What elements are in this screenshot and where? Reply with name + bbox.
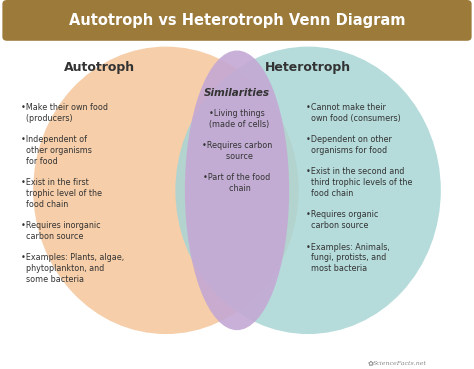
Text: •Living things
  (made of cells)

•Requires carbon
  source

•Part of the food
 : •Living things (made of cells) •Requires… [202,109,272,193]
Text: Autotroph vs Heterotroph Venn Diagram: Autotroph vs Heterotroph Venn Diagram [69,13,405,28]
Text: •Make their own food
  (producers)

•Independent of
  other organisms
  for food: •Make their own food (producers) •Indepe… [21,103,125,284]
FancyBboxPatch shape [2,0,472,41]
Text: Autotroph: Autotroph [64,62,135,75]
Ellipse shape [33,46,299,334]
Text: Similarities: Similarities [204,88,270,98]
Text: •Cannot make their
  own food (consumers)

•Dependent on other
  organisms for f: •Cannot make their own food (consumers) … [306,103,412,273]
Text: Heterotroph: Heterotroph [265,62,351,75]
Ellipse shape [185,51,289,330]
Text: ScienceFacts.net: ScienceFacts.net [373,361,427,366]
Text: ✿: ✿ [367,360,373,366]
Ellipse shape [175,46,441,334]
